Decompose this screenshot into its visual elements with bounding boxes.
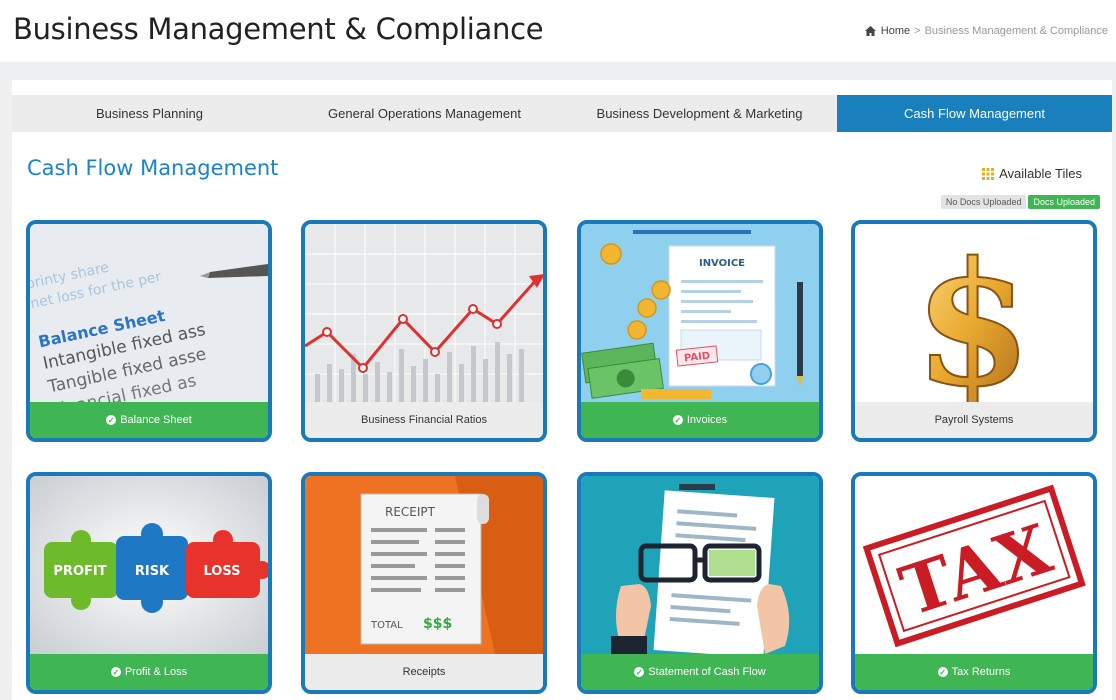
tile-label-text: Business Financial Ratios — [361, 414, 487, 426]
available-tiles-label: Available Tiles — [999, 166, 1082, 181]
breadcrumb: Home > Business Management & Compliance — [864, 25, 1108, 37]
tile-receipts[interactable]: RECEIPT TOTAL $$$ Receipts — [301, 472, 547, 694]
check-circle-icon: ✓ — [110, 667, 121, 677]
tile-label: ✓ Invoices — [581, 402, 819, 438]
legend-docs: Docs Uploaded — [1028, 195, 1100, 209]
dollar-sign-image: $ — [855, 224, 1093, 402]
invoice-image: INVOICE PAID — [581, 224, 819, 402]
check-circle-icon: ✓ — [672, 415, 683, 425]
tile-label-text: Receipts — [402, 666, 446, 678]
glasses-document-image — [581, 476, 819, 654]
check-circle-icon: ✓ — [634, 667, 645, 677]
check-circle-icon: ✓ — [106, 415, 117, 425]
tile-label: Business Financial Ratios — [305, 402, 543, 438]
line-chart-image — [305, 224, 543, 402]
invoice-image-text: INVOICE — [699, 258, 745, 269]
receipt-image: RECEIPT TOTAL $$$ — [305, 476, 543, 654]
breadcrumb-current: Business Management & Compliance — [924, 25, 1108, 37]
tile-payroll-systems[interactable]: $ Payroll Systems — [851, 220, 1097, 442]
home-icon — [864, 26, 876, 36]
puzzle-image: PROFIT RISK LOSS — [30, 476, 268, 654]
receipt-image-text: RECEIPT — [385, 505, 436, 519]
tab-business-development[interactable]: Business Development & Marketing — [596, 106, 803, 121]
tile-label-text: Statement of Cash Flow — [648, 666, 766, 678]
tile-label: ✓ Tax Returns — [855, 654, 1093, 690]
tile-label-text: Profit & Loss — [124, 666, 188, 678]
tile-label: ✓ Balance Sheet — [30, 402, 268, 438]
tile-label-text: Tax Returns — [951, 666, 1011, 678]
tile-label: Payroll Systems — [855, 402, 1093, 438]
breadcrumb-home-label: Home — [880, 25, 911, 37]
tile-label: ✓ Profit & Loss — [30, 654, 268, 690]
tile-tax-returns[interactable]: TAX ✓ Tax Returns — [851, 472, 1097, 694]
tile-business-financial-ratios[interactable]: Business Financial Ratios — [301, 220, 547, 442]
risk-image-text: RISK — [135, 564, 170, 579]
legend-no-docs: No Docs Uploaded — [940, 195, 1027, 209]
svg-text:$: $ — [914, 225, 1032, 402]
tax-stamp-image: TAX — [855, 476, 1093, 654]
balance-sheet-image: orinty share net loss for the per Balanc… — [30, 224, 268, 402]
tab-cash-flow[interactable]: Cash Flow Management — [837, 95, 1112, 132]
loss-image-text: LOSS — [203, 564, 240, 579]
tile-label-text: Balance Sheet — [120, 414, 192, 426]
tab-general-operations[interactable]: General Operations Management — [328, 106, 521, 121]
dollars-image-text: $$$ — [423, 616, 452, 632]
tab-bar: Business Planning General Operations Man… — [12, 95, 1112, 132]
section-title: Cash Flow Management — [27, 156, 279, 180]
tile-balance-sheet[interactable]: orinty share net loss for the per Balanc… — [26, 220, 272, 442]
legend: No Docs Uploaded Docs Uploaded — [940, 195, 1100, 209]
breadcrumb-separator: > — [914, 25, 921, 37]
profit-image-text: PROFIT — [53, 564, 106, 579]
tab-business-planning[interactable]: Business Planning — [96, 106, 203, 121]
check-circle-icon: ✓ — [937, 667, 948, 677]
page-header: Business Management & Compliance Home > … — [0, 0, 1116, 62]
paid-image-text: PAID — [684, 351, 711, 365]
total-image-text: TOTAL — [370, 620, 403, 631]
tile-label: Receipts — [305, 654, 543, 690]
breadcrumb-home[interactable]: Home — [864, 25, 911, 37]
tile-invoices[interactable]: INVOICE PAID ✓ Invoices — [577, 220, 823, 442]
grid-icon — [982, 167, 995, 180]
tile-label: ✓ Statement of Cash Flow — [581, 654, 819, 690]
tile-statement-of-cash-flow[interactable]: ✓ Statement of Cash Flow — [577, 472, 823, 694]
tile-profit-loss[interactable]: PROFIT RISK LOSS ✓ Profit & Loss — [26, 472, 272, 694]
available-tiles-toggle[interactable]: Available Tiles — [982, 166, 1082, 181]
tile-label-text: Payroll Systems — [934, 414, 1014, 426]
page-title: Business Management & Compliance — [13, 12, 544, 46]
tile-label-text: Invoices — [686, 414, 728, 426]
